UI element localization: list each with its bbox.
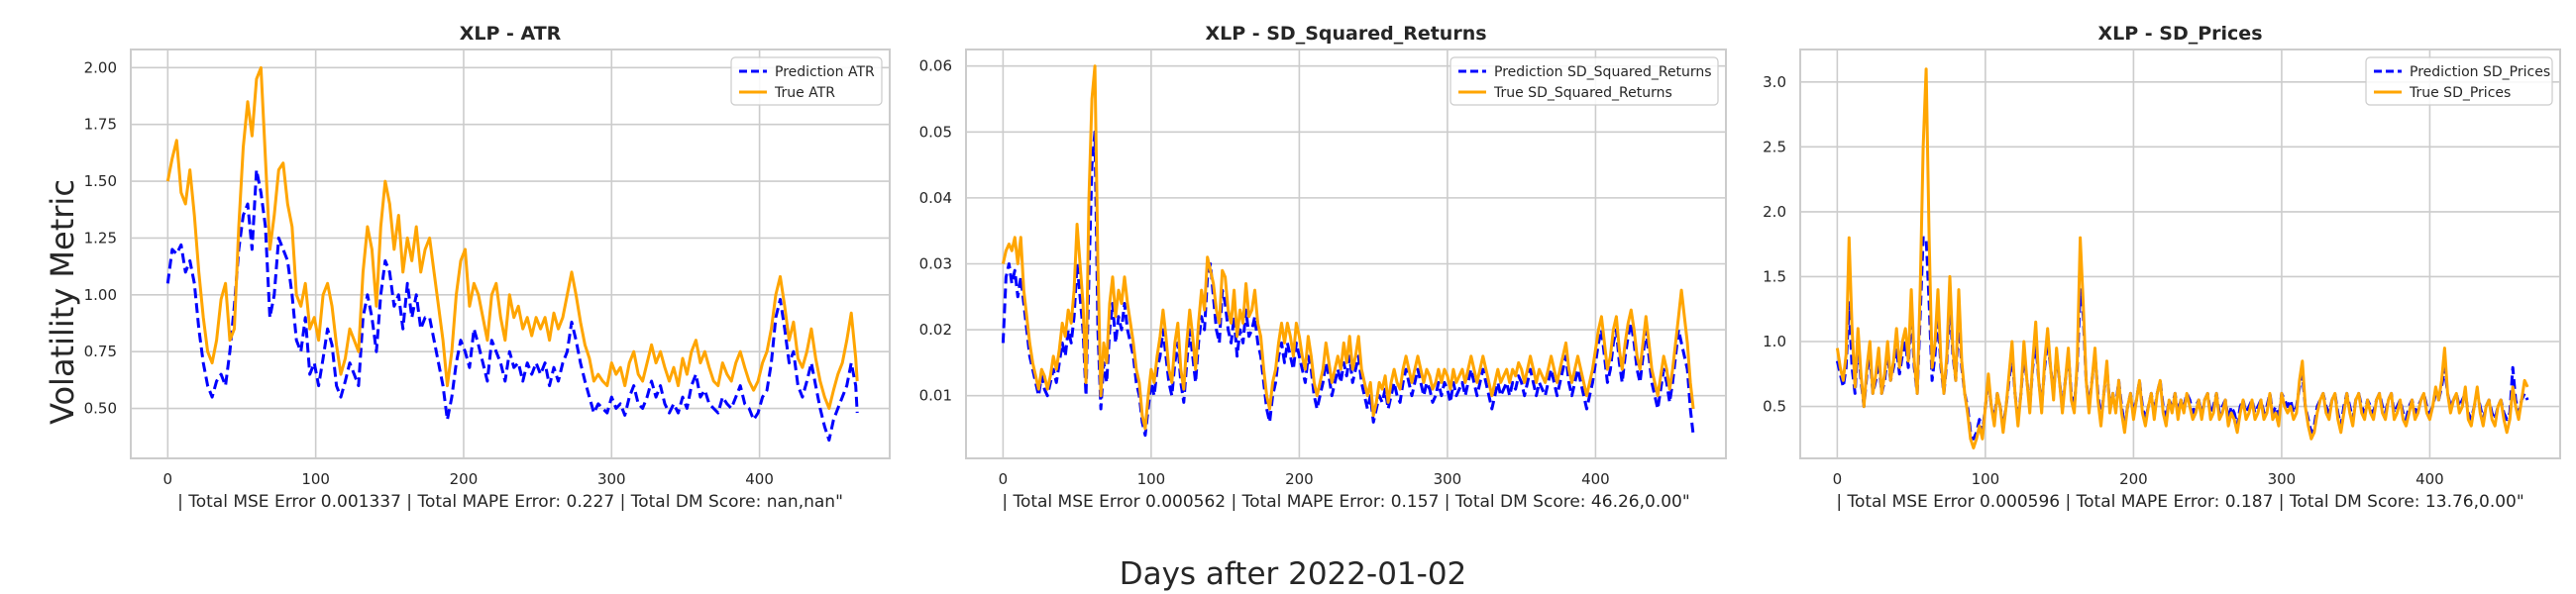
plot-area [1800, 50, 2560, 458]
x-tick-label: 400 [1581, 470, 1610, 488]
error-metrics-label: | Total MSE Error 0.000596 | Total MAPE … [1836, 492, 2523, 512]
legend-entry: True SD_Prices [2409, 85, 2511, 101]
y-tick-label: 2.00 [84, 58, 117, 76]
y-tick-label: 2.0 [1763, 203, 1786, 221]
chart-panel: 0 100 200 300 400 0.01 0.02 0.03 0.04 0.05 0.06 XLP… [919, 23, 1727, 512]
legend: Prediction ATR True ATR [730, 56, 883, 106]
prediction-series-line [165, 168, 859, 443]
legend: Prediction SD_Prices True SD_Prices [2365, 56, 2553, 106]
plot-frame [130, 49, 891, 459]
x-tick-label: 200 [450, 470, 479, 488]
y-tick-label: 1.5 [1763, 267, 1786, 285]
y-tick-label: 0.06 [919, 57, 952, 75]
error-metrics-label: | Total MSE Error 0.001337 | Total MAPE … [177, 492, 843, 512]
legend-entry: Prediction ATR [775, 64, 875, 80]
true-series-line [1835, 67, 2529, 449]
x-tick-label: 0 [999, 470, 1009, 488]
figure-xlabel: Days after 2022-01-02 [1120, 556, 1467, 592]
true-series-line [165, 65, 859, 410]
x-tick-label: 300 [597, 470, 626, 488]
x-tick-label: 100 [1137, 470, 1166, 488]
x-tick-label: 400 [2415, 470, 2444, 488]
y-tick-label: 0.05 [919, 123, 952, 141]
figure-ylabel: Volatility Metric [44, 179, 81, 425]
y-tick-label: 1.0 [1763, 333, 1786, 350]
prediction-series-line [1001, 130, 1695, 438]
legend-entry: Prediction SD_Prices [2410, 64, 2550, 80]
plot-frame [965, 49, 1727, 459]
x-tick-label: 0 [163, 470, 173, 488]
chart-title: XLP - SD_Prices [2097, 23, 2262, 45]
x-tick-label: 100 [301, 470, 330, 488]
y-tick-label: 1.25 [84, 229, 117, 247]
y-tick-label: 3.0 [1763, 73, 1786, 91]
legend-entry: True SD_Squared_Returns [1493, 85, 1672, 101]
panels: 0 100 200 300 4000.500.751.001.251.501.752.0… [84, 23, 2561, 512]
y-tick-label: 1.75 [84, 116, 117, 134]
y-tick-label: 2.5 [1763, 138, 1786, 155]
error-metrics-label: | Total MSE Error 0.000562 | Total MAPE … [1002, 492, 1689, 512]
x-tick-label: 200 [2119, 470, 2148, 488]
x-tick-label: 200 [1285, 470, 1314, 488]
x-tick-label: 0 [1833, 470, 1843, 488]
x-tick-label: 300 [2268, 470, 2297, 488]
chart-panel: 0 100 200 300 400 0.50 0.75 1.00 1.25 1.50 1.75 2.0… [84, 23, 891, 512]
y-tick-label: 0.5 [1763, 398, 1786, 416]
legend-entry: Prediction SD_Squared_Returns [1494, 64, 1712, 80]
chart-panel: 0 100 200 300 400 0.5 1.0 1.5 2.0 2.5 3.0 XLP - SD_… [1763, 23, 2561, 512]
legend-box [730, 56, 883, 106]
y-tick-label: 0.50 [84, 400, 117, 418]
y-tick-label: 0.03 [919, 254, 952, 272]
true-series-line [1001, 64, 1695, 431]
y-tick-label: 0.02 [919, 321, 952, 339]
plot-frame [1799, 49, 2561, 459]
legend-entry: True ATR [774, 85, 835, 101]
legend-box [2365, 56, 2553, 106]
x-tick-label: 400 [745, 470, 774, 488]
y-tick-label: 0.04 [919, 189, 952, 207]
chart-title: XLP - ATR [460, 23, 562, 45]
y-tick-label: 0.75 [84, 343, 117, 360]
y-tick-label: 0.01 [919, 387, 952, 405]
x-tick-label: 100 [1972, 470, 2000, 488]
x-tick-label: 300 [1434, 470, 1462, 488]
legend-box [1449, 56, 1719, 106]
chart-title: XLP - SD_Squared_Returns [1205, 23, 1486, 45]
y-tick-label: 1.50 [84, 172, 117, 190]
legend: Prediction SD_Squared_Returns True SD_Squ… [1449, 56, 1719, 106]
plot-area [131, 50, 890, 458]
y-tick-label: 1.00 [84, 286, 117, 304]
